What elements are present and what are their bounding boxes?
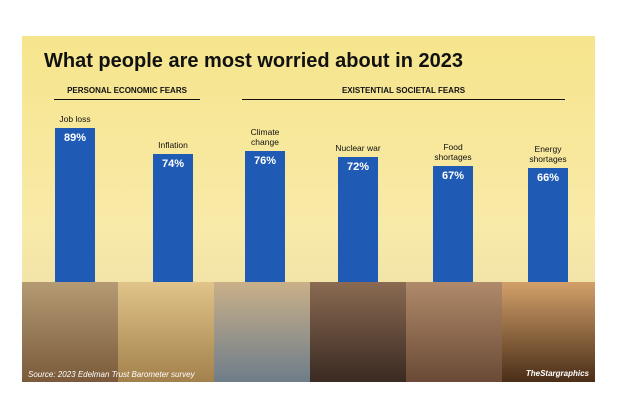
photo [406,282,502,382]
photo [214,282,310,382]
chart-title: What people are most worried about in 20… [44,50,463,72]
value-label: 74% [161,157,185,170]
group-label: PERSONAL ECONOMIC FEARS [54,86,200,100]
category-label: Climate change [250,126,280,147]
value-label: 76% [253,154,277,167]
source: Source: 2023 Edelman Trust Barometer sur… [28,370,195,379]
category-label: Job loss [59,114,91,125]
category-label: Nuclear war [335,143,381,154]
value-label: 66% [536,171,560,184]
photo [310,282,406,382]
chart-panel: What people are most worried about in 20… [22,36,595,382]
category-label: Energy shortages [529,143,567,164]
photo [502,282,595,382]
bar [528,167,568,282]
value-label: 72% [346,161,370,174]
bar [433,166,473,282]
bar [245,150,285,282]
value-label: 89% [63,132,87,145]
bar [338,157,378,282]
value-label: 67% [441,170,465,183]
bar [55,128,95,282]
credit: TheStargraphics [525,369,589,378]
photo [118,282,214,382]
category-label: Food shortages [434,142,472,163]
bar [153,153,193,282]
category-label: Inflation [158,139,188,150]
group-label: EXISTENTIAL SOCIETAL FEARS [242,86,565,100]
photo [22,282,118,382]
